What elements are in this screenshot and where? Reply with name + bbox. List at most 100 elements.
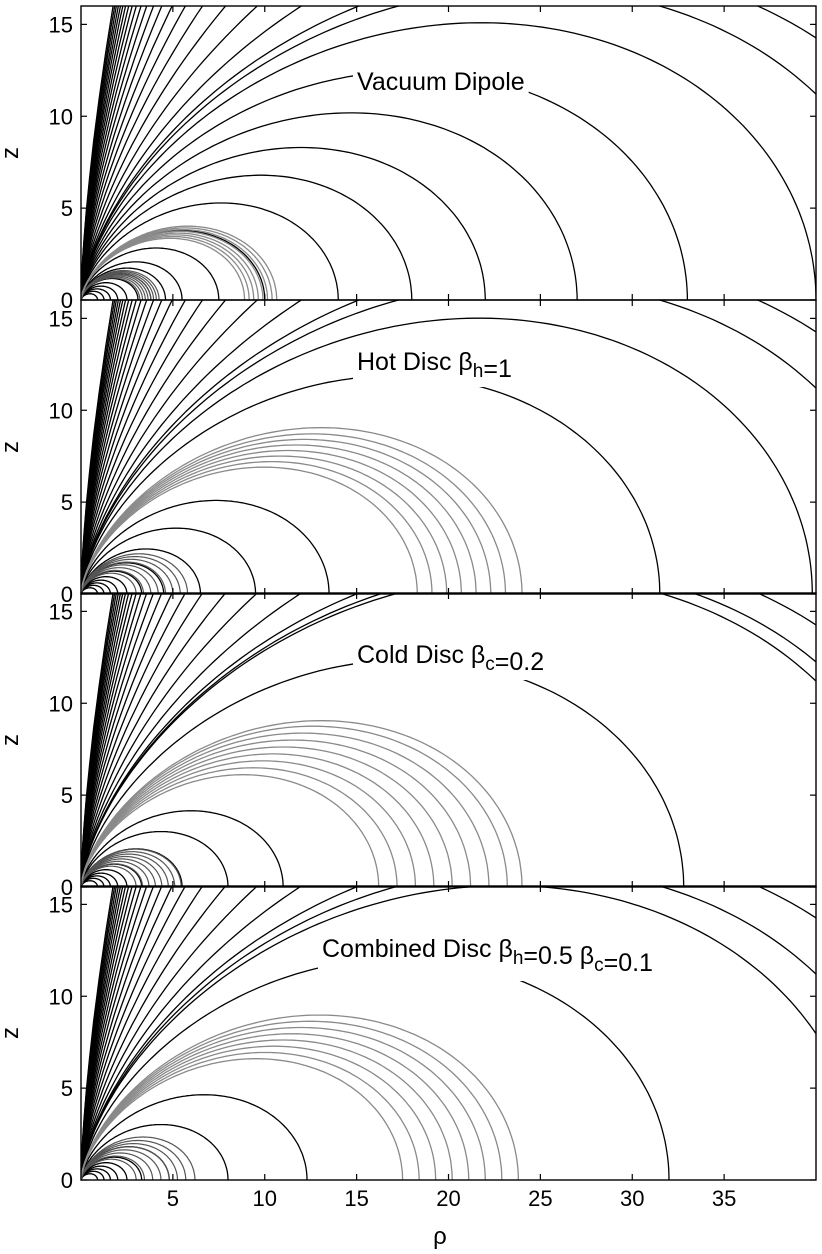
y-tick-label: 5 — [61, 1076, 73, 1101]
field-line — [81, 810, 284, 887]
disc-field-line — [81, 1058, 404, 1180]
y-tick-label: 15 — [49, 599, 73, 624]
open-field-line — [81, 6, 127, 295]
open-field-line — [81, 886, 114, 1170]
open-field-line — [81, 6, 118, 292]
open-field-line — [81, 6, 116, 291]
open-field-line — [81, 6, 133, 296]
open-field-line — [81, 886, 137, 1177]
open-field-line — [81, 6, 137, 297]
disc-field-line — [81, 234, 255, 300]
field-lines — [81, 886, 816, 1180]
open-field-line — [81, 300, 259, 594]
y-tick-label: 15 — [49, 12, 73, 37]
open-field-line — [81, 6, 163, 299]
panel-label: Cold Disc βc=0.2 — [357, 641, 544, 676]
x-axis-label: ρ — [433, 1223, 447, 1250]
open-field-line — [81, 6, 204, 300]
disc-field-line — [81, 225, 278, 300]
panel-cold: 0 5 10 15 z Cold Disc βc=0.2 — [0, 592, 817, 900]
open-field-line — [81, 886, 133, 1176]
open-field-line — [81, 886, 122, 1174]
open-field-line — [81, 886, 148, 1178]
open-field-line — [81, 6, 303, 300]
open-field-line — [81, 300, 303, 594]
inner-disc-field-line — [81, 1136, 196, 1180]
y-axis-label: z — [0, 734, 24, 746]
y-tick-label: 0 — [61, 875, 73, 900]
open-field-line — [81, 593, 187, 886]
open-field-line — [81, 6, 155, 298]
y-tick-label: 10 — [49, 398, 73, 423]
open-field-line — [81, 886, 204, 1180]
open-field-line — [81, 886, 163, 1179]
disc-field-line — [81, 720, 523, 887]
field-line — [81, 499, 330, 594]
field-line — [81, 112, 578, 300]
field-line — [81, 886, 816, 1180]
open-field-line — [81, 6, 227, 300]
field-lines — [81, 593, 816, 887]
panel-label: Vacuum Dipole — [357, 68, 525, 96]
y-tick-label: 5 — [61, 490, 73, 515]
open-field-line — [81, 593, 816, 887]
panel-label-background — [353, 639, 549, 680]
y-tick-label: 5 — [61, 196, 73, 221]
panel-label: Hot Disc βh=1 — [357, 348, 512, 383]
panels: 0 5 10 15 z Vacuum Dipole 0 5 10 15 z Hot Disc βh=1… — [0, 5, 817, 1211]
x-tick-label: 15 — [344, 1186, 368, 1211]
field-line — [81, 957, 670, 1180]
y-tick-label: 15 — [49, 892, 73, 917]
field-line — [81, 317, 813, 594]
open-field-line — [81, 886, 816, 1180]
x-tick-label: 30 — [620, 1186, 644, 1211]
y-tick-label: 5 — [61, 783, 73, 808]
field-line — [81, 1094, 308, 1180]
panel-label-background — [318, 933, 657, 981]
x-tick-label: 35 — [712, 1186, 736, 1211]
y-tick-label: 0 — [61, 1168, 73, 1193]
open-field-line — [81, 886, 155, 1178]
open-field-line — [81, 6, 122, 294]
open-field-line — [81, 886, 259, 1180]
open-field-line — [81, 886, 127, 1175]
panel-vacuum: 0 5 10 15 z Vacuum Dipole — [0, 5, 817, 313]
open-field-line — [81, 886, 120, 1173]
panel-label: Combined Disc βh=0.5 βc=0.1 — [322, 935, 653, 977]
open-field-line — [81, 300, 173, 593]
open-field-line — [81, 593, 816, 887]
y-tick-label: 0 — [61, 582, 73, 607]
open-field-line — [81, 6, 114, 290]
open-field-line — [81, 593, 173, 886]
inner-disc-field-line — [81, 553, 189, 594]
field-lines — [81, 6, 816, 300]
disc-field-line — [81, 427, 523, 594]
open-field-line — [81, 886, 124, 1174]
field-line — [81, 146, 486, 300]
y-tick-label: 10 — [49, 984, 73, 1009]
y-tick-label: 10 — [49, 691, 73, 716]
field-line — [81, 375, 661, 594]
open-field-line — [81, 886, 142, 1177]
open-field-line — [81, 300, 227, 594]
disc-field-line — [81, 235, 250, 300]
open-field-line — [81, 300, 204, 594]
disc-field-line — [81, 455, 448, 594]
open-field-line — [81, 300, 187, 593]
panel-combined: 0 5 10 15 5 10 15 20 25 30 35 z Combined Disc βh=0.5… — [0, 885, 817, 1211]
x-tick-label: 25 — [528, 1186, 552, 1211]
open-field-line — [81, 6, 142, 297]
open-field-line — [81, 6, 816, 300]
x-tick-label: 5 — [167, 1186, 179, 1211]
field-lines — [81, 300, 816, 594]
field-line — [81, 659, 685, 887]
open-field-line — [81, 886, 303, 1180]
open-field-line — [81, 886, 116, 1171]
open-field-line — [81, 6, 816, 300]
y-tick-label: 15 — [49, 306, 73, 331]
x-tick-label: 10 — [253, 1186, 277, 1211]
open-field-line — [81, 886, 118, 1172]
field-line — [81, 593, 816, 887]
open-field-line — [81, 593, 259, 887]
open-field-line — [81, 300, 816, 594]
